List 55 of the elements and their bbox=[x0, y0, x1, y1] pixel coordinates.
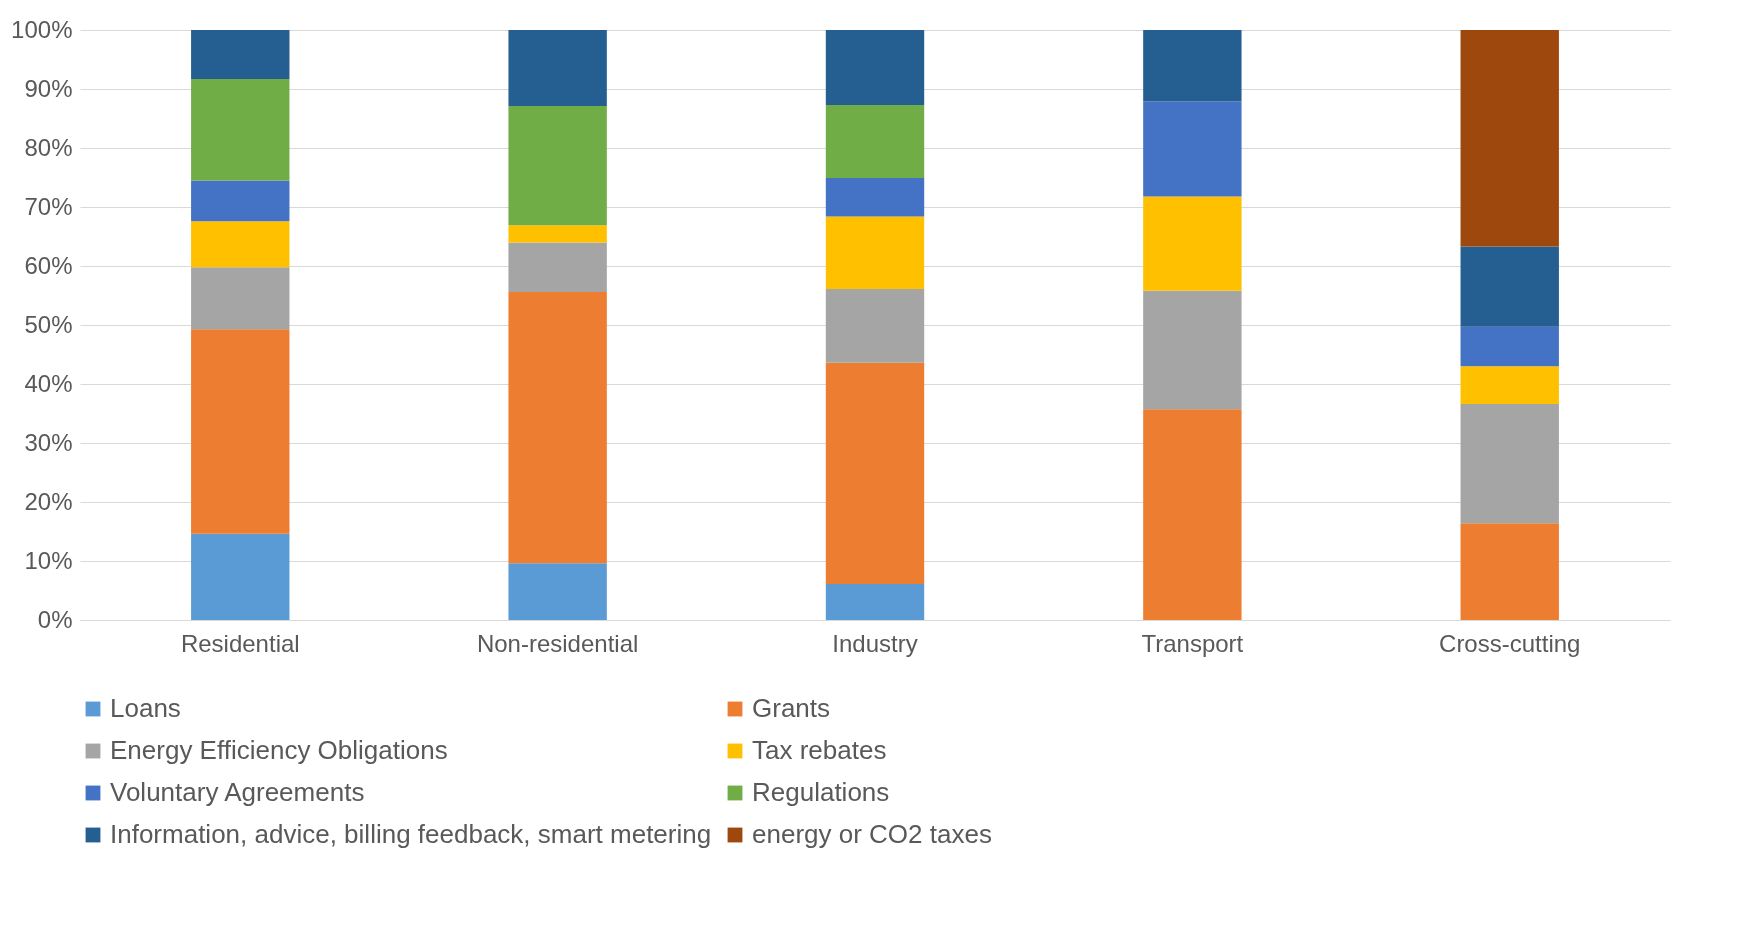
y-tick-label: 10% bbox=[24, 546, 73, 574]
x-tick-label: Cross-cutting bbox=[1439, 629, 1581, 657]
y-tick-label: 40% bbox=[24, 369, 73, 397]
y-tick-label: 0% bbox=[37, 605, 73, 633]
x-tick-label: Non-residential bbox=[476, 629, 639, 657]
x-tick-label: Residential bbox=[180, 629, 300, 657]
bar bbox=[825, 289, 925, 363]
legend-label: Voluntary Agreements bbox=[110, 777, 365, 807]
legend-label: Loans bbox=[110, 693, 181, 723]
bar bbox=[1460, 326, 1559, 367]
bar bbox=[825, 362, 925, 585]
bar bbox=[1143, 290, 1242, 410]
y-tick-label: 90% bbox=[24, 74, 73, 102]
bar bbox=[508, 242, 607, 292]
bar bbox=[1460, 523, 1559, 620]
bar bbox=[191, 267, 290, 330]
bar bbox=[191, 180, 290, 222]
x-tick-label: Transport bbox=[1141, 629, 1244, 657]
bar bbox=[825, 104, 925, 179]
y-tick-label: 50% bbox=[24, 310, 73, 338]
bar bbox=[1460, 30, 1559, 247]
x-tick-label: Industry bbox=[832, 629, 918, 657]
y-tick-label: 30% bbox=[24, 428, 73, 456]
bar bbox=[508, 30, 607, 107]
legend-label: Energy Efficiency Obligations bbox=[110, 735, 448, 765]
bar bbox=[191, 221, 290, 268]
y-tick-label: 20% bbox=[24, 487, 73, 515]
y-tick-label: 60% bbox=[24, 251, 73, 279]
bar bbox=[508, 225, 607, 243]
y-tick-label: 100% bbox=[11, 15, 73, 43]
bar bbox=[825, 584, 925, 620]
bar bbox=[191, 30, 290, 79]
bar bbox=[191, 533, 290, 620]
bar bbox=[1460, 246, 1559, 327]
bar bbox=[1143, 30, 1242, 102]
bar bbox=[1143, 409, 1242, 620]
bar bbox=[825, 178, 925, 217]
bar bbox=[825, 30, 925, 105]
bar bbox=[191, 78, 290, 181]
y-tick-label: 70% bbox=[24, 192, 73, 220]
bar bbox=[508, 106, 607, 226]
bar bbox=[191, 329, 290, 534]
bar bbox=[1143, 101, 1242, 197]
bar bbox=[1460, 404, 1559, 524]
bar bbox=[825, 216, 925, 290]
bar bbox=[508, 563, 607, 620]
legend-label: Tax rebates bbox=[752, 735, 887, 765]
legend-label: Grants bbox=[752, 693, 831, 723]
bar bbox=[1460, 366, 1559, 405]
legend-label: Information, advice, billing feedback, smart metering bbox=[110, 819, 712, 849]
legend-label: energy or CO2 taxes bbox=[752, 819, 992, 849]
y-tick-label: 80% bbox=[24, 133, 73, 161]
bar bbox=[508, 291, 607, 564]
legend-label: Regulations bbox=[752, 777, 890, 807]
bar bbox=[1143, 196, 1242, 291]
